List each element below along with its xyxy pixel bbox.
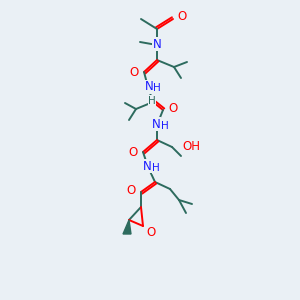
Text: O: O bbox=[128, 146, 138, 160]
Text: H: H bbox=[152, 163, 160, 173]
Text: H: H bbox=[148, 96, 156, 106]
Text: N: N bbox=[152, 118, 160, 130]
Text: O: O bbox=[177, 10, 187, 22]
Polygon shape bbox=[123, 220, 131, 234]
Text: H: H bbox=[161, 121, 169, 131]
Text: O: O bbox=[126, 184, 136, 197]
Text: N: N bbox=[145, 80, 153, 94]
Text: O: O bbox=[146, 226, 156, 238]
Text: N: N bbox=[142, 160, 152, 172]
Text: OH: OH bbox=[182, 140, 200, 152]
Text: N: N bbox=[153, 38, 161, 50]
Text: O: O bbox=[129, 67, 139, 80]
Text: H: H bbox=[153, 83, 161, 93]
Text: O: O bbox=[168, 103, 178, 116]
